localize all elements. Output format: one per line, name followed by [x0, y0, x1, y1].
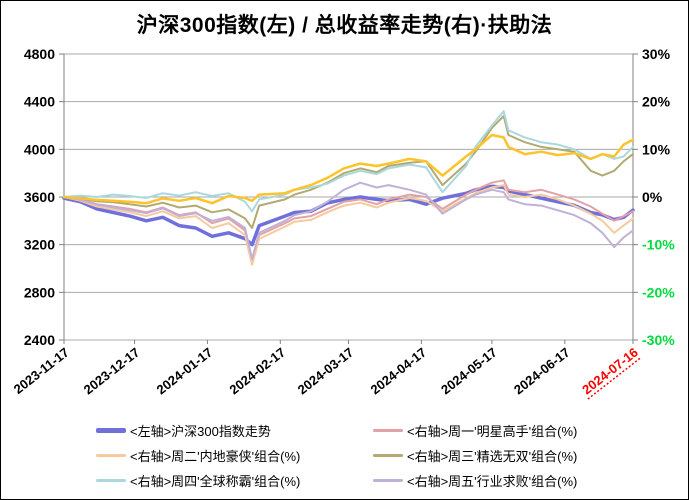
x-axis-label-current-date: 2024-07-16 [579, 345, 641, 398]
series-line-zhou2 [63, 184, 634, 266]
legend-item-zhou2: <右轴>周二'内地豪侠'组合(%) [96, 446, 373, 465]
legend-label: <右轴>周二'内地豪侠'组合(%) [130, 449, 301, 464]
x-axis-label: 2024-05-17 [438, 345, 500, 398]
series-line-csi300 [62, 184, 635, 247]
x-axis-label-group: 2024-06-17 [511, 345, 573, 398]
x-axis-label: 2023-12-17 [81, 345, 143, 398]
legend-item-csi300: <左轴>沪深300指数走势 [96, 421, 373, 440]
series-line-zhou3 [63, 115, 634, 229]
legend-swatch-zhou5 [373, 479, 403, 482]
chart-legend: <左轴>沪深300指数走势 <右轴>周一'明星高手'组合(%) <右轴>周二'内地豪… [96, 418, 577, 493]
current-date-dotted-underline [587, 356, 642, 400]
x-axis-label: 2024-02-17 [227, 345, 289, 398]
series-line-gold [62, 133, 635, 205]
legend-item-zhou5: <右轴>周五'行业求败'组合(%) [373, 471, 577, 490]
x-axis-label: 2024-01-17 [154, 345, 216, 398]
left-axis-label: 3600 [24, 189, 55, 205]
left-axis-label: 4800 [24, 46, 55, 62]
x-axis-label-group: 2024-04-17 [368, 345, 430, 398]
x-axis-label-group: 2024-02-17 [227, 345, 289, 398]
x-axis-label-group: 2023-11-17 [11, 345, 72, 397]
chart-title: 沪深300指数(左) / 总收益率走势(右)·扶助法 [136, 14, 553, 37]
legend-label: <右轴>周一'明星高手'组合(%) [407, 424, 578, 439]
legend-label: <右轴>周三'精选无双'组合(%) [407, 449, 578, 464]
x-axis-label-group: 2023-12-17 [81, 345, 143, 398]
x-axis-label: 2024-06-17 [511, 345, 573, 398]
left-axis-label: 3200 [24, 237, 55, 253]
left-axis-label: 4000 [24, 141, 55, 157]
legend-item-zhou4: <右轴>周四'全球称霸'组合(%) [96, 471, 373, 490]
legend-swatch-zhou2 [96, 454, 126, 457]
right-axis-label: 30% [642, 46, 671, 62]
legend-item-zhou1: <右轴>周一'明星高手'组合(%) [373, 421, 577, 440]
x-axis-label: 2023-11-17 [11, 345, 72, 397]
x-axis-label: 2024-04-17 [368, 345, 430, 398]
left-axis-label: 2400 [24, 332, 55, 348]
right-axis-label: -30% [642, 332, 675, 348]
legend-swatch-zhou4 [96, 479, 126, 482]
left-axis-label: 4400 [24, 94, 55, 110]
right-axis-label: 20% [642, 94, 671, 110]
x-axis-label-group: 2024-05-17 [438, 345, 500, 398]
legend-item-zhou3: <右轴>周三'精选无双'组合(%) [373, 446, 577, 465]
right-axis-label: 10% [642, 141, 671, 157]
legend-label: <左轴>沪深300指数走势 [130, 424, 271, 439]
right-axis-label: 0% [642, 189, 663, 205]
x-axis-label-group: 2024-01-17 [154, 345, 216, 398]
series-line-zhou5 [63, 181, 634, 260]
legend-label: <右轴>周四'全球称霸'组合(%) [130, 474, 301, 489]
right-axis-label: -20% [642, 284, 675, 300]
x-axis-label: 2024-03-17 [295, 345, 357, 398]
x-axis-label-group: 2024-03-17 [295, 345, 357, 398]
right-axis-label: -10% [642, 237, 675, 253]
legend-swatch-zhou3 [373, 454, 403, 457]
legend-label: <右轴>周五'行业求败'组合(%) [407, 474, 578, 489]
chart-plot-area: 4800 30% 4400 20% 4000 10% 3600 0% 3200 -10% 2800 -… [11, 46, 675, 400]
x-axis-label-group: 2024-07-16 [579, 345, 642, 400]
series-line-zhou4 [63, 110, 634, 213]
legend-swatch-zhou1 [373, 429, 403, 432]
left-axis-label: 2800 [24, 284, 55, 300]
legend-swatch-csi300 [96, 428, 126, 433]
